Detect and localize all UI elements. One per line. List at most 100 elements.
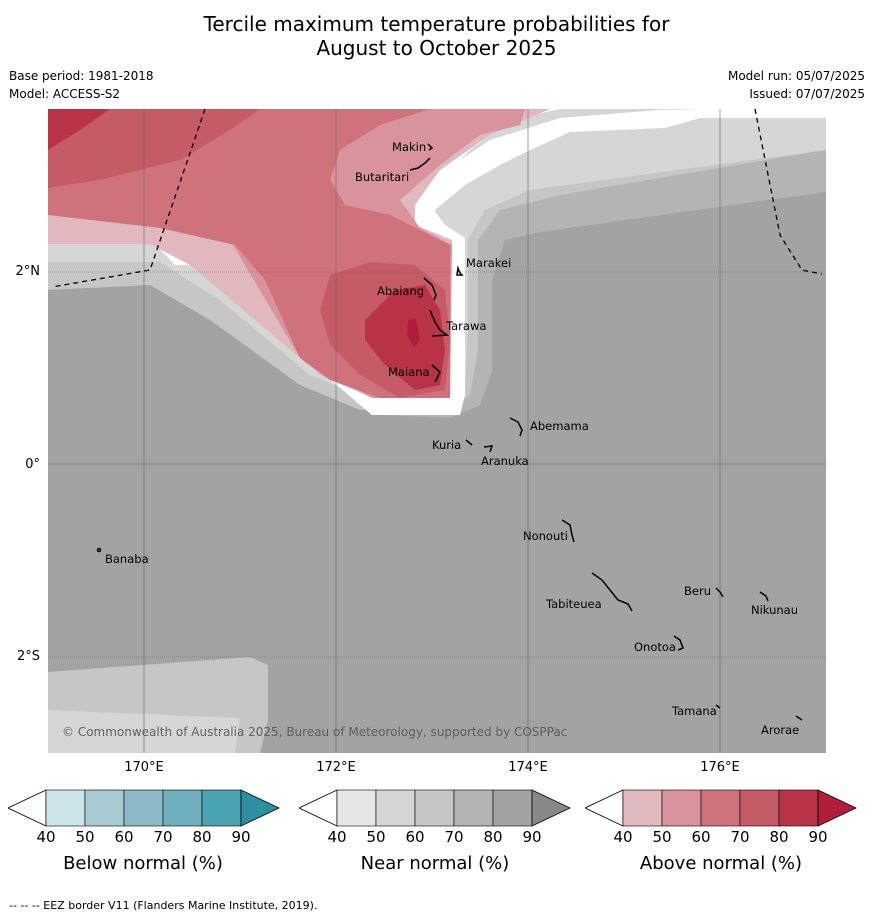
- copyright-watermark: © Commonwealth of Australia 2025, Bureau…: [62, 725, 567, 739]
- label-nonouti: Nonouti: [523, 529, 568, 543]
- grid-lines: [48, 109, 826, 753]
- eez-borders: [51, 108, 823, 288]
- label-makin: Makin: [392, 140, 426, 154]
- meta-right: Model run: 05/07/2025 Issued: 07/07/2025: [728, 67, 865, 103]
- colorbar-tick-label: 70: [153, 828, 173, 846]
- colorbar-tick-label: 70: [444, 828, 464, 846]
- lon-label-170e: 170°E: [124, 760, 164, 775]
- base-period: Base period: 1981-2018: [9, 69, 154, 83]
- map-panel: Makin Butaritari Marakei Abaiang Tarawa …: [48, 108, 826, 753]
- colorbar-tick-label: 60: [691, 828, 711, 846]
- title-line-1: Tercile maximum temperature probabilitie…: [203, 12, 670, 36]
- label-butaritari: Butaritari: [355, 170, 409, 184]
- colorbar-segment: [162, 789, 203, 827]
- colorbar-tick-label: 40: [613, 828, 633, 846]
- label-arorae: Arorae: [761, 723, 799, 737]
- lon-label-176e: 176°E: [700, 760, 740, 775]
- colorbar-tick-label: 40: [36, 828, 56, 846]
- colorbar-segment: [201, 789, 242, 827]
- onotoa-island-icon: [673, 635, 684, 651]
- place-labels: Makin Butaritari Marakei Abaiang Tarawa …: [105, 140, 799, 737]
- colorbar-segment: [45, 789, 86, 827]
- label-tarawa: Tarawa: [445, 319, 486, 333]
- label-maiana: Maiana: [388, 365, 430, 379]
- eez-border-east: [754, 108, 823, 275]
- label-aranuka: Aranuka: [481, 454, 529, 468]
- lon-label-172e: 172°E: [316, 760, 356, 775]
- model-name: Model: ACCESS-S2: [9, 87, 121, 101]
- tabiteuea-island-icon: [591, 572, 633, 612]
- colorbar-segment: [8, 789, 47, 827]
- meta-left: Base period: 1981-2018 Model: ACCESS-S2: [9, 67, 154, 103]
- above-normal-90-top: [48, 109, 110, 150]
- colorbar-below-normal: [8, 789, 280, 827]
- colorbar-segment: [84, 789, 125, 827]
- colorbar-tick-label: 50: [366, 828, 386, 846]
- colorbar-segment: [817, 789, 857, 827]
- colorbar-tick-label: 50: [652, 828, 672, 846]
- label-onotoa: Onotoa: [634, 640, 676, 654]
- lat-label-2n: 2°N: [15, 264, 41, 279]
- label-abemama: Abemama: [530, 419, 589, 433]
- lat-label-2s: 2°S: [16, 649, 40, 664]
- colorbar-segment: [739, 789, 780, 827]
- colorbar-segment: [622, 789, 663, 827]
- label-tabiteuea: Tabiteuea: [545, 597, 602, 611]
- colorbar-segment: [414, 789, 455, 827]
- colorbar-segment: [123, 789, 164, 827]
- label-marakei: Marakei: [466, 256, 511, 270]
- lat-label-0: 0°: [25, 457, 40, 472]
- colorbar-tick-label: 90: [522, 828, 542, 846]
- colorbar-tick-label: 60: [405, 828, 425, 846]
- colorbar-label-near: Near normal (%): [360, 853, 510, 874]
- eez-footnote: -- -- -- EEZ border V11 (Flanders Marine…: [9, 899, 318, 912]
- colorbar-tick-label: 90: [231, 828, 251, 846]
- butaritari-island-icon: [409, 157, 431, 171]
- label-tamana: Tamana: [671, 704, 717, 718]
- kuria-island-icon: [465, 439, 473, 446]
- colorbar-near-normal: [299, 789, 571, 827]
- colorbar-segment: [492, 789, 533, 827]
- colorbar-segment: [336, 789, 377, 827]
- above-normal-max-spot: [407, 318, 420, 348]
- label-kuria: Kuria: [432, 438, 461, 452]
- above-normal-90-center: [365, 285, 445, 390]
- colorbar-tick-label: 50: [75, 828, 95, 846]
- colorbar-label-below: Below normal (%): [63, 853, 223, 874]
- colorbar-above-normal: [585, 789, 857, 827]
- beru-island-icon: [715, 587, 724, 598]
- abaiang-island-icon: [423, 277, 437, 301]
- model-run: Model run: 05/07/2025: [727, 69, 865, 83]
- banaba-island-icon: [96, 547, 102, 553]
- arorae-island-icon: [795, 715, 803, 721]
- issued-date: Issued: 07/07/2025: [749, 87, 865, 101]
- colorbar-segment: [661, 789, 702, 827]
- nonouti-island-icon: [561, 519, 575, 543]
- label-beru: Beru: [684, 584, 711, 598]
- colorbar-segment: [778, 789, 819, 827]
- colorbar-tick-label: 90: [808, 828, 828, 846]
- eez-border-west: [51, 108, 206, 288]
- abemama-island-icon: [509, 417, 523, 437]
- colorbar-segment: [375, 789, 416, 827]
- colorbar-segment: [453, 789, 494, 827]
- marakei-island-icon: [456, 265, 464, 276]
- aranuka-island-icon: [483, 445, 494, 453]
- colorbar-segment: [585, 789, 624, 827]
- maiana-island-icon: [431, 364, 441, 383]
- makin-island-icon: [427, 143, 434, 151]
- above-normal-80-top: [48, 109, 260, 188]
- colorbar-tick-label: 80: [483, 828, 503, 846]
- colorbar-label-above: Above normal (%): [639, 853, 803, 874]
- no-dominant-strip-upper: [415, 109, 826, 230]
- colorbar-tick-label: 80: [192, 828, 212, 846]
- colorbar-segment: [299, 789, 338, 827]
- colorbar-segment: [240, 789, 280, 827]
- colorbar-tick-label: 40: [327, 828, 347, 846]
- tarawa-island-icon: [429, 309, 450, 337]
- label-banaba: Banaba: [105, 552, 149, 566]
- colorbar-segment: [531, 789, 571, 827]
- lon-label-174e: 174°E: [508, 760, 548, 775]
- colorbar-tick-label: 60: [114, 828, 134, 846]
- nikunau-island-icon: [759, 591, 769, 602]
